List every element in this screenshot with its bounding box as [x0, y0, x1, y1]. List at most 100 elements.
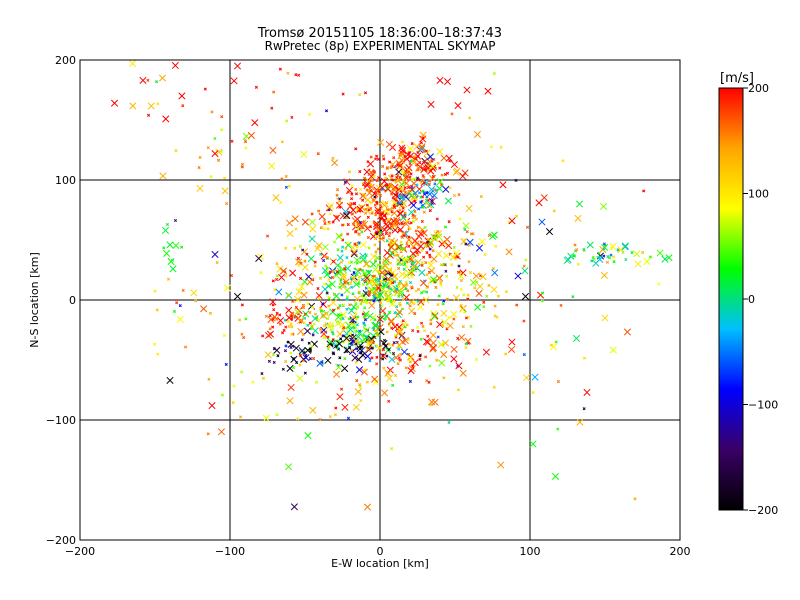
- data-point: [341, 245, 345, 249]
- data-point: [415, 232, 423, 240]
- data-point: [313, 312, 317, 316]
- data-point: [419, 337, 423, 341]
- data-point: [380, 212, 388, 220]
- data-point: [408, 280, 413, 285]
- data-point: [442, 251, 450, 260]
- data-point: [422, 289, 426, 293]
- data-point: [398, 358, 402, 362]
- data-point: [394, 177, 402, 185]
- data-point: [406, 354, 414, 362]
- data-point: [265, 234, 270, 238]
- data-point: [428, 162, 437, 171]
- data-point: [275, 262, 279, 266]
- data-point: [408, 175, 412, 179]
- data-point: [328, 270, 332, 274]
- data-point: [221, 187, 229, 195]
- data-point: [301, 248, 305, 252]
- data-point: [347, 170, 352, 174]
- data-point: [298, 283, 306, 291]
- data-point: [276, 317, 285, 325]
- data-point: [319, 327, 323, 331]
- data-point: [400, 170, 404, 174]
- data-point: [572, 334, 581, 342]
- data-point: [301, 359, 305, 363]
- data-point: [338, 285, 342, 289]
- data-point: [582, 248, 586, 252]
- data-point: [435, 274, 443, 282]
- data-point: [447, 316, 451, 320]
- data-point: [392, 341, 396, 345]
- data-point: [398, 290, 402, 294]
- data-point: [521, 267, 529, 275]
- data-point: [378, 269, 386, 277]
- data-point: [366, 280, 371, 284]
- data-point: [389, 287, 393, 291]
- data-point: [370, 210, 374, 214]
- data-point: [419, 200, 423, 204]
- data-point: [273, 346, 281, 354]
- data-point: [223, 284, 231, 292]
- data-point: [648, 255, 652, 259]
- data-point: [364, 253, 368, 257]
- data-point: [208, 402, 216, 410]
- data-point: [475, 244, 484, 252]
- data-point: [422, 210, 426, 214]
- data-point: [396, 243, 404, 251]
- data-point: [356, 345, 364, 353]
- data-point: [351, 333, 355, 337]
- data-point: [436, 335, 440, 339]
- data-point: [377, 328, 385, 336]
- data-point: [343, 357, 347, 361]
- data-point: [400, 235, 404, 239]
- data-point: [414, 217, 418, 221]
- data-point: [423, 179, 431, 187]
- data-point: [388, 207, 392, 212]
- data-point: [372, 299, 376, 303]
- data-point: [278, 322, 282, 326]
- data-point: [296, 256, 300, 261]
- data-point: [375, 355, 379, 359]
- data-point: [409, 250, 417, 258]
- data-point: [601, 314, 609, 322]
- data-point: [386, 289, 390, 293]
- data-point: [364, 345, 372, 353]
- data-point: [344, 264, 352, 273]
- data-point: [428, 364, 432, 368]
- data-point: [348, 201, 352, 206]
- data-point: [472, 272, 480, 280]
- data-point: [367, 293, 371, 297]
- data-point: [450, 345, 458, 353]
- data-point: [363, 224, 372, 232]
- data-point: [523, 374, 531, 382]
- data-point: [438, 359, 446, 367]
- scatter-points: [110, 60, 673, 511]
- data-point: [461, 169, 469, 177]
- data-point: [375, 362, 379, 366]
- data-point: [139, 76, 147, 84]
- data-point: [264, 314, 268, 318]
- data-point: [377, 138, 385, 146]
- colorbar-tick-label: −200: [748, 504, 778, 517]
- data-point: [408, 365, 416, 373]
- data-point: [308, 235, 316, 243]
- data-point: [367, 246, 371, 250]
- data-point: [158, 74, 167, 82]
- data-point: [229, 273, 234, 278]
- data-point: [392, 354, 400, 362]
- data-point: [354, 229, 358, 233]
- data-point: [330, 275, 335, 279]
- data-point: [390, 447, 394, 451]
- data-point: [284, 274, 288, 278]
- data-point: [354, 388, 362, 396]
- data-point: [575, 200, 584, 208]
- data-point: [240, 165, 244, 169]
- data-point: [607, 256, 612, 260]
- data-point: [283, 349, 287, 353]
- data-point: [166, 376, 174, 384]
- data-point: [155, 308, 159, 312]
- data-point: [329, 308, 337, 316]
- data-point: [409, 201, 418, 209]
- data-point: [419, 240, 423, 244]
- data-point: [313, 260, 317, 264]
- data-point: [373, 195, 377, 199]
